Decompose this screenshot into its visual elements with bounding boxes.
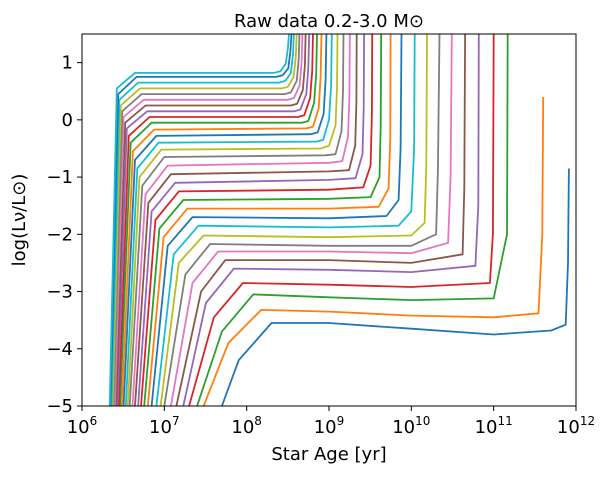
y-tick-label-1: 1 bbox=[62, 53, 73, 74]
series-line-18 bbox=[128, 34, 345, 406]
series-line-26 bbox=[115, 34, 307, 406]
series-line-21 bbox=[122, 34, 328, 406]
series-line-22 bbox=[121, 34, 323, 406]
x-tick-label-2: 107 bbox=[149, 414, 180, 438]
series-line-16 bbox=[134, 34, 358, 406]
x-axis-label: Star Age [yr] bbox=[271, 444, 386, 465]
series-line-32 bbox=[108, 34, 290, 406]
series-line-9 bbox=[159, 34, 428, 406]
series-line-4 bbox=[188, 34, 495, 406]
x-tick-label-6: 1011 bbox=[475, 414, 513, 438]
series-line-24 bbox=[117, 34, 314, 406]
series-line-29 bbox=[111, 34, 298, 406]
x-tick-label-5: 1010 bbox=[392, 414, 430, 438]
series-line-3 bbox=[196, 34, 509, 406]
series-line-10 bbox=[155, 34, 416, 406]
series-line-28 bbox=[112, 34, 301, 406]
series-layer bbox=[108, 34, 570, 406]
series-line-19 bbox=[126, 34, 339, 406]
series-line-15 bbox=[137, 34, 365, 406]
y-axis-label: log(Lν/L⊙) bbox=[9, 174, 30, 267]
series-line-23 bbox=[119, 34, 318, 406]
y-tick-label-6: −4 bbox=[46, 339, 73, 360]
x-axis: 106 107 108 109 1010 1011 1012 bbox=[67, 406, 595, 438]
series-line-2 bbox=[202, 96, 545, 406]
series-line-17 bbox=[131, 34, 351, 406]
series-line-13 bbox=[143, 34, 383, 406]
series-line-14 bbox=[140, 34, 374, 406]
series-line-1 bbox=[221, 168, 570, 406]
x-tick-label-1: 106 bbox=[67, 414, 98, 438]
x-tick-label-3: 108 bbox=[231, 414, 262, 438]
y-axis: 1 0 −1 −2 −3 −4 −5 bbox=[46, 53, 82, 417]
series-line-5 bbox=[182, 34, 480, 406]
y-tick-label-4: −2 bbox=[46, 224, 73, 245]
chart-title: Raw data 0.2-3.0 M⊙ bbox=[234, 11, 424, 32]
y-tick-label-5: −3 bbox=[46, 282, 73, 303]
series-line-11 bbox=[150, 34, 403, 406]
series-line-7 bbox=[170, 34, 453, 406]
series-line-25 bbox=[116, 34, 311, 406]
series-line-31 bbox=[109, 34, 293, 406]
series-line-6 bbox=[175, 34, 466, 406]
x-tick-label-7: 1012 bbox=[557, 414, 595, 438]
series-line-20 bbox=[124, 34, 333, 406]
y-tick-label-7: −5 bbox=[46, 396, 73, 417]
series-line-8 bbox=[163, 34, 441, 406]
y-tick-label-3: −1 bbox=[46, 167, 73, 188]
x-tick-label-4: 109 bbox=[314, 414, 345, 438]
y-tick-label-2: 0 bbox=[62, 110, 73, 131]
series-line-12 bbox=[146, 34, 392, 406]
series-line-27 bbox=[113, 34, 304, 406]
series-line-30 bbox=[110, 34, 295, 406]
